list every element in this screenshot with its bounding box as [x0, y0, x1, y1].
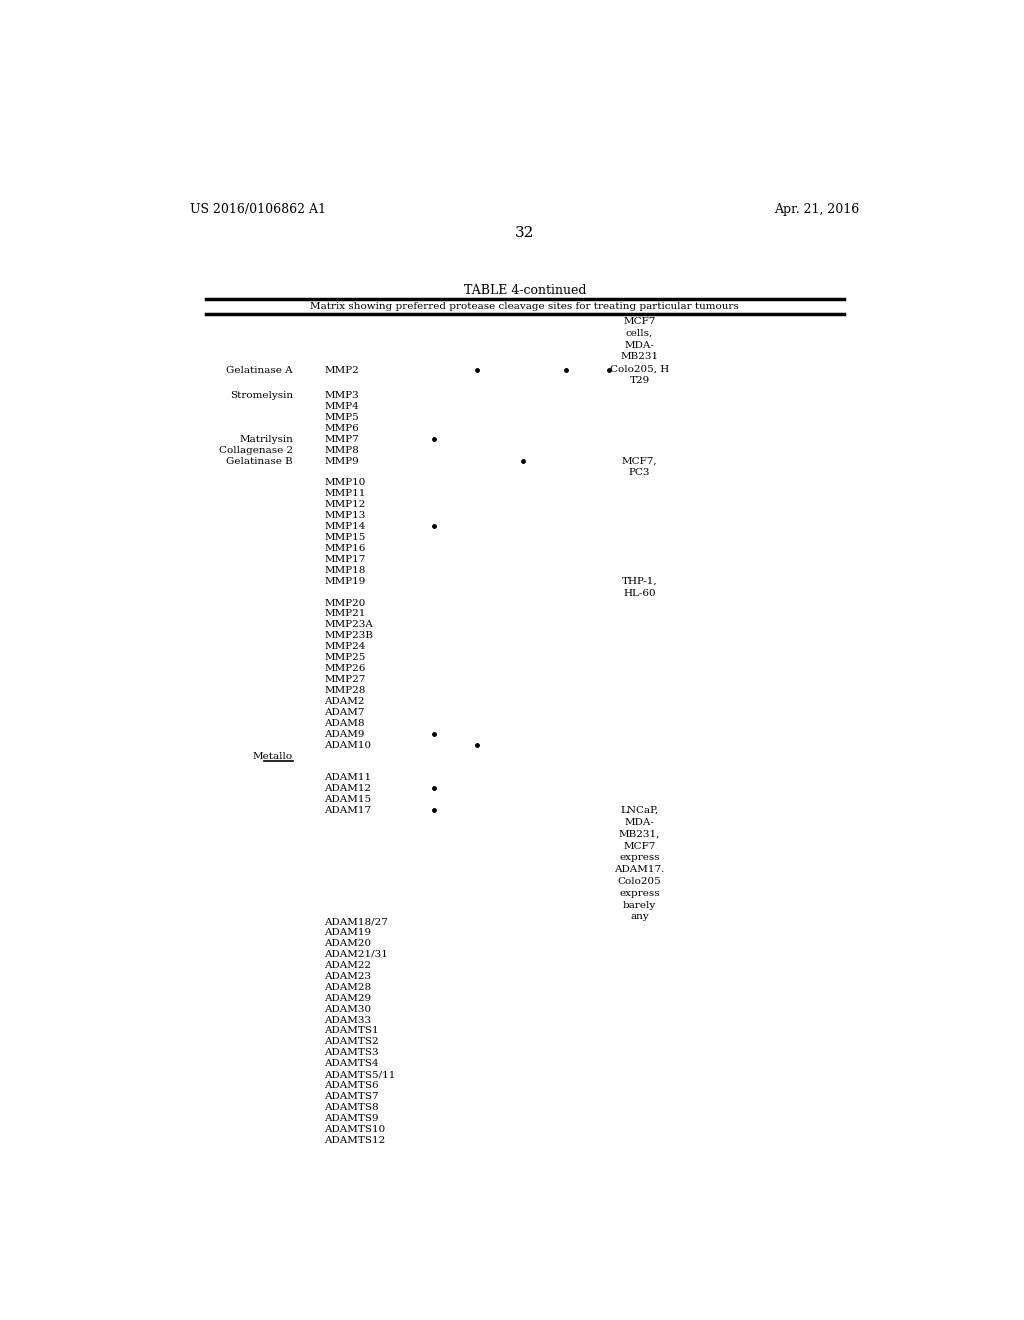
Text: Apr. 21, 2016: Apr. 21, 2016: [774, 203, 859, 216]
Text: ADAMTS3: ADAMTS3: [324, 1048, 379, 1057]
Text: MMP5: MMP5: [324, 413, 358, 422]
Text: Collagenase 2: Collagenase 2: [219, 446, 293, 455]
Text: ADAMTS8: ADAMTS8: [324, 1104, 379, 1111]
Text: ADAM22: ADAM22: [324, 961, 372, 970]
Text: MMP9: MMP9: [324, 457, 358, 466]
Text: ADAM20: ADAM20: [324, 939, 372, 948]
Text: THP-1,
HL-60: THP-1, HL-60: [622, 577, 657, 598]
Text: ADAM28: ADAM28: [324, 983, 372, 991]
Text: Gelatinase B: Gelatinase B: [226, 457, 293, 466]
Text: MMP7: MMP7: [324, 434, 358, 444]
Text: ADAM7: ADAM7: [324, 708, 365, 717]
Text: MMP17: MMP17: [324, 554, 366, 564]
Text: MMP15: MMP15: [324, 533, 366, 543]
Text: US 2016/0106862 A1: US 2016/0106862 A1: [190, 203, 326, 216]
Text: MMP25: MMP25: [324, 653, 366, 663]
Text: LNCaP,
MDA-
MB231,
MCF7
express
ADAM17.
Colo205
express
barely
any: LNCaP, MDA- MB231, MCF7 express ADAM17. …: [614, 807, 665, 921]
Text: MMP12: MMP12: [324, 500, 366, 510]
Text: MMP24: MMP24: [324, 643, 366, 651]
Text: MMP19: MMP19: [324, 577, 366, 586]
Text: MMP28: MMP28: [324, 686, 366, 696]
Text: MMP10: MMP10: [324, 478, 366, 487]
Text: ADAMTS12: ADAMTS12: [324, 1135, 385, 1144]
Text: MMP14: MMP14: [324, 523, 366, 531]
Text: ADAM21/31: ADAM21/31: [324, 950, 388, 958]
Text: ADAM17: ADAM17: [324, 807, 372, 816]
Text: MMP23B: MMP23B: [324, 631, 373, 640]
Text: ADAM33: ADAM33: [324, 1015, 372, 1024]
Text: ADAM11: ADAM11: [324, 774, 372, 783]
Text: Matrilysin: Matrilysin: [240, 434, 293, 444]
Text: MCF7
cells,
MDA-
MB231
Colo205, H
T29: MCF7 cells, MDA- MB231 Colo205, H T29: [610, 317, 669, 385]
Text: ADAMTS5/11: ADAMTS5/11: [324, 1071, 395, 1080]
Text: ADAMTS10: ADAMTS10: [324, 1125, 385, 1134]
Text: ADAM19: ADAM19: [324, 928, 372, 937]
Text: ADAMTS1: ADAMTS1: [324, 1027, 379, 1035]
Text: ADAMTS9: ADAMTS9: [324, 1114, 379, 1123]
Text: MMP13: MMP13: [324, 511, 366, 520]
Text: MMP18: MMP18: [324, 566, 366, 576]
Text: MMP4: MMP4: [324, 403, 358, 411]
Text: ADAM9: ADAM9: [324, 730, 365, 739]
Text: ADAM15: ADAM15: [324, 795, 372, 804]
Text: ADAMTS2: ADAMTS2: [324, 1038, 379, 1047]
Text: MMP27: MMP27: [324, 675, 366, 684]
Text: ADAMTS4: ADAMTS4: [324, 1060, 379, 1068]
Text: ADAM23: ADAM23: [324, 972, 372, 981]
Text: MCF7,
PC3: MCF7, PC3: [622, 457, 657, 478]
Text: ADAM12: ADAM12: [324, 784, 372, 793]
Text: Stromelysin: Stromelysin: [230, 391, 293, 400]
Text: MMP21: MMP21: [324, 610, 366, 619]
Text: ADAM8: ADAM8: [324, 719, 365, 727]
Text: ADAM29: ADAM29: [324, 994, 372, 1003]
Text: MMP16: MMP16: [324, 544, 366, 553]
Text: ADAMTS6: ADAMTS6: [324, 1081, 379, 1090]
Text: MMP11: MMP11: [324, 490, 366, 499]
Text: MMP8: MMP8: [324, 446, 358, 455]
Text: ADAMTS7: ADAMTS7: [324, 1092, 379, 1101]
Text: MMP6: MMP6: [324, 424, 358, 433]
Text: ADAM18/27: ADAM18/27: [324, 917, 388, 927]
Text: MMP23A: MMP23A: [324, 620, 373, 630]
Text: 32: 32: [515, 226, 535, 240]
Text: MMP20: MMP20: [324, 598, 366, 607]
Text: ADAM30: ADAM30: [324, 1005, 372, 1014]
Text: MMP26: MMP26: [324, 664, 366, 673]
Text: Gelatinase A: Gelatinase A: [226, 367, 293, 375]
Text: ADAM10: ADAM10: [324, 741, 372, 750]
Text: MMP3: MMP3: [324, 391, 358, 400]
Text: Matrix showing preferred protease cleavage sites for treating particular tumours: Matrix showing preferred protease cleava…: [310, 302, 739, 310]
Text: Metallo: Metallo: [253, 751, 293, 760]
Text: TABLE 4-continued: TABLE 4-continued: [464, 284, 586, 297]
Text: MMP2: MMP2: [324, 367, 358, 375]
Text: ADAM2: ADAM2: [324, 697, 365, 706]
